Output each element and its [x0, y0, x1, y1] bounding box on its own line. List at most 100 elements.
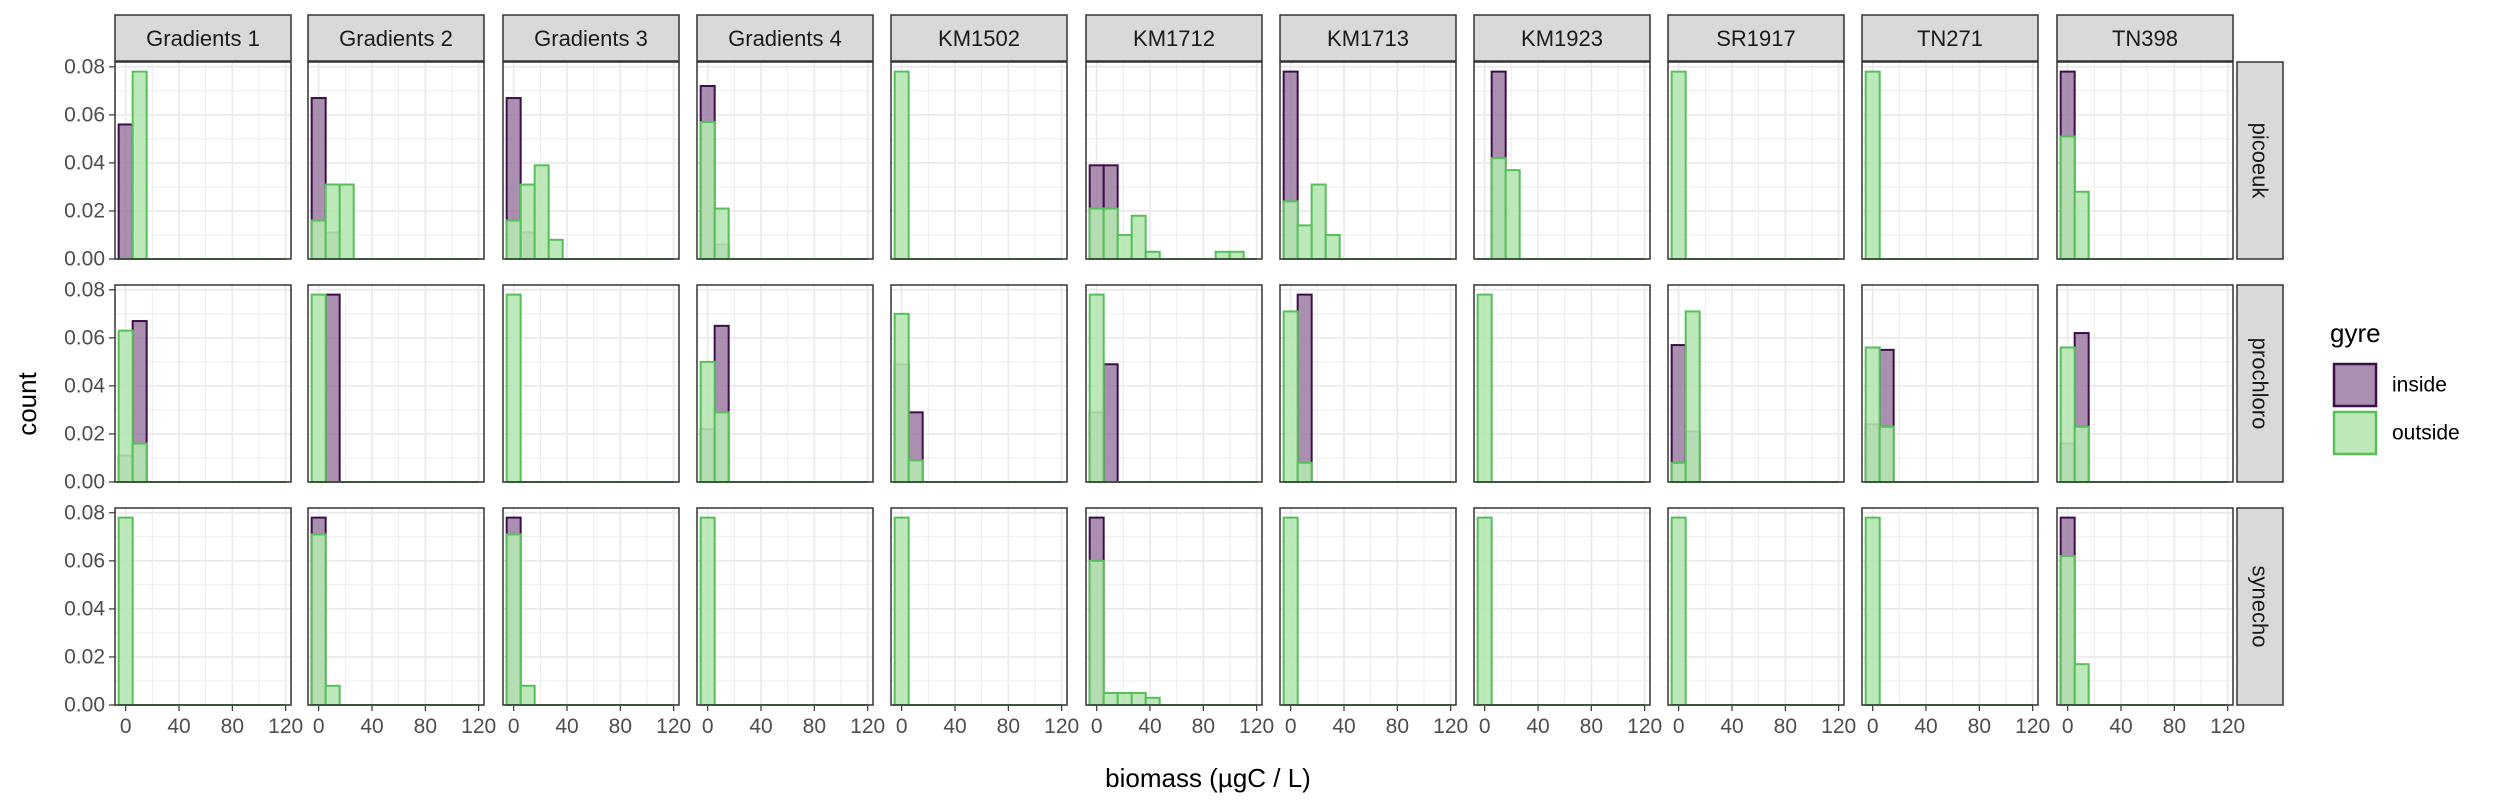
- x-tick-label: 0: [1673, 715, 1685, 738]
- bar-outside-prochloro-gradients-1: [131, 442, 148, 483]
- y-tick-label: 0.08: [64, 501, 105, 524]
- bar-outside-synecho-gradients-2: [310, 533, 327, 706]
- bar-outside-prochloro-gradients-4: [699, 360, 716, 483]
- bar-outside-prochloro-km1713: [1296, 461, 1313, 483]
- legend-key-inside: [2332, 362, 2378, 408]
- bar-outside-prochloro-km1923: [1476, 293, 1493, 483]
- x-tick-label: 0: [313, 715, 325, 738]
- x-tick-label: 80: [1580, 715, 1603, 738]
- bar-outside-synecho-tn271: [1864, 516, 1881, 706]
- y-tick-label: 0.00: [64, 694, 105, 717]
- bar-outside-prochloro-sr1917: [1684, 310, 1701, 483]
- y-tick-label: 0.02: [64, 645, 105, 668]
- panel-synecho-tn271: [1862, 508, 2038, 705]
- panel-border: [502, 284, 680, 483]
- panel-synecho-gradients-1: [115, 508, 291, 705]
- strip-label-gradients-1: Gradients 1: [146, 26, 260, 51]
- x-tick-label: 40: [167, 715, 190, 738]
- bar-outside-synecho-km1502: [893, 516, 910, 706]
- bar-outside-synecho-km1712: [1130, 691, 1147, 706]
- panel-border: [1667, 61, 1845, 260]
- bar-outside-picoeuk-gradients-3: [519, 183, 536, 260]
- panel-border: [1085, 507, 1263, 706]
- panel-border: [696, 61, 874, 260]
- panel-border: [2056, 284, 2234, 483]
- x-tick-label: 120: [1239, 715, 1274, 738]
- panel-border: [1667, 284, 1845, 483]
- y-tick-label: 0.06: [64, 103, 105, 126]
- panel-border: [307, 61, 485, 260]
- panel-border: [1861, 284, 2039, 483]
- bar-outside-prochloro-tn271: [1878, 425, 1895, 483]
- bar-outside-prochloro-tn398: [2073, 425, 2090, 483]
- strip-label-prochloro: prochloro: [2248, 338, 2273, 430]
- x-tick-label: 80: [1774, 715, 1797, 738]
- panel-border: [1279, 507, 1457, 706]
- bar-outside-picoeuk-gradients-3: [505, 219, 522, 260]
- x-tick-label: 0: [2062, 715, 2074, 738]
- bar-outside-picoeuk-km1502: [893, 70, 910, 260]
- panel-synecho-sr1917: [1668, 508, 1844, 705]
- panel-picoeuk-km1502: [891, 62, 1067, 259]
- x-tick-label: 120: [2210, 715, 2245, 738]
- strip-label-synecho: synecho: [2248, 566, 2273, 648]
- bar-outside-prochloro-tn271: [1864, 346, 1881, 483]
- legend: gyre inside outside: [2330, 318, 2460, 456]
- y-tick-label: 0.04: [64, 151, 105, 174]
- x-tick-label: 40: [555, 715, 578, 738]
- bar-outside-synecho-km1712: [1088, 559, 1105, 706]
- bar-outside-prochloro-tn398: [2059, 346, 2076, 483]
- panel-synecho-gradients-4: [697, 508, 873, 705]
- bar-outside-synecho-sr1917: [1670, 516, 1687, 706]
- bar-outside-synecho-km1712: [1102, 691, 1119, 706]
- bar-outside-picoeuk-km1712: [1144, 250, 1161, 260]
- x-tick-label: 120: [1044, 715, 1079, 738]
- x-tick-label: 120: [656, 715, 691, 738]
- panel-synecho-km1923: [1474, 508, 1650, 705]
- x-tick-label: 80: [1968, 715, 1991, 738]
- bar-outside-synecho-gradients-3: [505, 533, 522, 706]
- x-tick-label: 120: [850, 715, 885, 738]
- bar-outside-picoeuk-km1712: [1228, 250, 1245, 260]
- panel-synecho-gradients-3: [503, 508, 679, 705]
- panel-synecho-gradients-2: [308, 508, 484, 705]
- x-tick-label: 0: [1091, 715, 1103, 738]
- x-tick-label: 0: [1867, 715, 1879, 738]
- y-tick-label: 0.02: [64, 422, 105, 445]
- strip-gradients-1: [114, 14, 292, 62]
- x-tick-label: 80: [803, 715, 826, 738]
- strip-label-tn271: TN271: [1917, 26, 1983, 51]
- x-tick-label: 80: [1192, 715, 1215, 738]
- x-tick-label: 120: [2015, 715, 2050, 738]
- panel-border: [114, 61, 292, 260]
- facet-grid: Gradients 1 Gradients 2 Gradients 3 Gradien…: [64, 14, 2284, 738]
- bar-outside-prochloro-gradients-3: [505, 293, 522, 483]
- panel-synecho-km1712: [1086, 508, 1262, 705]
- x-tick-label: 80: [609, 715, 632, 738]
- strip-label-km1923: KM1923: [1521, 26, 1603, 51]
- panel-border: [1861, 507, 2039, 706]
- strip-km1923: [1473, 14, 1651, 62]
- y-axis-title: count: [12, 371, 42, 435]
- x-tick-label: 40: [360, 715, 383, 738]
- bar-outside-picoeuk-km1713: [1282, 200, 1299, 260]
- legend-key-outside: [2332, 410, 2378, 456]
- x-tick-label: 40: [749, 715, 772, 738]
- bar-outside-picoeuk-km1712: [1116, 233, 1133, 261]
- panel-picoeuk-sr1917: [1668, 62, 1844, 259]
- bar-outside-picoeuk-gradients-2: [324, 183, 341, 260]
- bar-outside-picoeuk-tn398: [2073, 190, 2090, 260]
- bar-outside-prochloro-km1713: [1282, 310, 1299, 483]
- panel-border: [890, 507, 1068, 706]
- strip-label-km1712: KM1712: [1133, 26, 1215, 51]
- bar-outside-synecho-km1712: [1144, 696, 1161, 706]
- bar-outside-synecho-gradients-4: [699, 516, 716, 706]
- bar-outside-picoeuk-gradients-3: [533, 164, 550, 260]
- x-tick-label: 40: [2109, 715, 2132, 738]
- strip-gradients-3: [502, 14, 680, 62]
- panel-border: [1473, 61, 1651, 260]
- x-tick-label: 120: [1821, 715, 1856, 738]
- x-tick-label: 120: [461, 715, 496, 738]
- bar-outside-picoeuk-gradients-4: [713, 207, 730, 260]
- x-tick-label: 40: [1720, 715, 1743, 738]
